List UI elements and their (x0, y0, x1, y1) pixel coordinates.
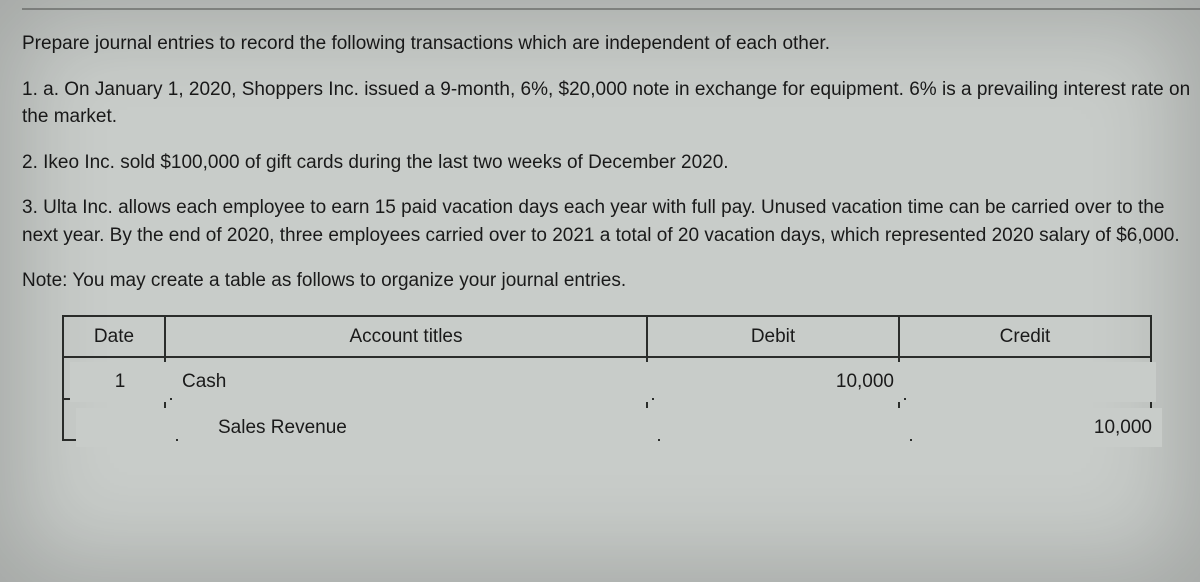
cell-credit (905, 361, 1157, 403)
header-account: Account titles (165, 316, 647, 358)
top-border (22, 8, 1200, 10)
journal-entry-table: Date Account titles Debit Credit 1 Cash … (62, 315, 1152, 442)
cell-date (75, 407, 177, 449)
header-debit: Debit (647, 316, 899, 358)
item-1: 1. a. On January 1, 2020, Shoppers Inc. … (22, 76, 1200, 131)
cell-account: Sales Revenue (177, 407, 659, 449)
cell-account-text: Sales Revenue (188, 414, 347, 442)
item-2: 2. Ikeo Inc. sold $100,000 of gift cards… (22, 149, 1200, 177)
cell-account: Cash (171, 361, 653, 403)
header-date: Date (63, 316, 165, 358)
cell-credit: 10,000 (911, 407, 1163, 449)
question-page: Prepare journal entries to record the fo… (0, 0, 1200, 582)
table-row: Sales Revenue 10,000 (63, 399, 1151, 441)
item-3: 3. Ulta Inc. allows each employee to ear… (22, 194, 1200, 249)
intro-text: Prepare journal entries to record the fo… (22, 30, 1200, 58)
header-credit: Credit (899, 316, 1151, 358)
cell-debit: 10,000 (653, 361, 905, 403)
table-row: 1 Cash 10,000 (63, 357, 1151, 399)
table-header-row: Date Account titles Debit Credit (63, 316, 1151, 358)
cell-debit (659, 407, 911, 449)
cell-date: 1 (69, 361, 171, 403)
note-text: Note: You may create a table as follows … (22, 267, 1200, 295)
